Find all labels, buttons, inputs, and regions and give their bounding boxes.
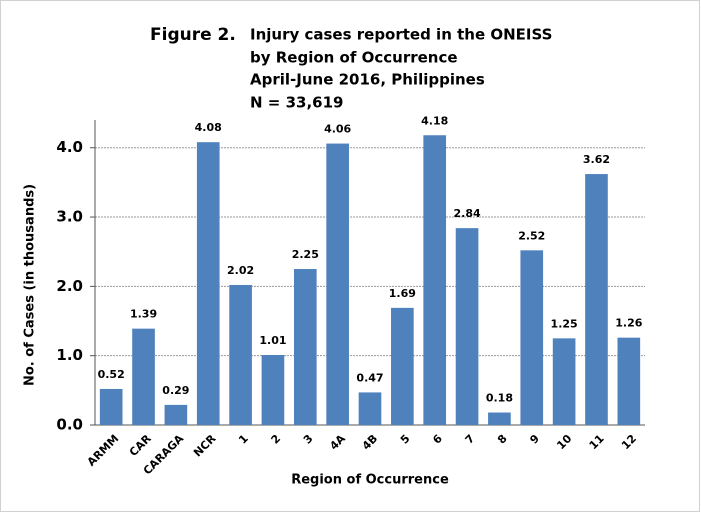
title-line: by Region of Occurrence — [250, 49, 458, 67]
value-label: 2.25 — [292, 248, 319, 261]
bar — [552, 338, 576, 425]
value-label: 1.01 — [259, 334, 286, 347]
y-axis-label: No. of Cases (in thousands) — [23, 184, 38, 386]
value-label: 4.06 — [324, 123, 351, 136]
bar — [488, 412, 511, 425]
figure-label: Figure 2. — [150, 25, 236, 45]
bar — [423, 135, 447, 425]
y-tick-label: 2.0 — [56, 277, 83, 295]
bar — [229, 284, 252, 425]
bar — [455, 228, 479, 425]
bar — [520, 250, 544, 425]
value-label: 0.47 — [356, 371, 383, 384]
title-line: April-June 2016, Philippines — [250, 71, 485, 89]
value-label: 1.25 — [551, 317, 578, 330]
value-label: 4.18 — [421, 114, 448, 127]
bar — [293, 269, 317, 425]
bar — [196, 142, 220, 425]
bar — [132, 328, 155, 425]
value-label: 2.52 — [518, 229, 545, 242]
bar — [326, 143, 349, 425]
value-label: 0.52 — [98, 368, 125, 381]
x-axis-label: Region of Occurrence — [291, 473, 449, 488]
y-tick-label: 1.0 — [56, 346, 83, 364]
bar — [617, 337, 641, 425]
title-line: Injury cases reported in the ONEISS — [250, 26, 552, 44]
y-tick-label: 3.0 — [56, 208, 83, 226]
bar — [164, 404, 188, 425]
title-line: N = 33,619 — [250, 94, 343, 112]
bar — [261, 354, 285, 425]
value-label: 0.18 — [486, 392, 513, 405]
value-label: 1.26 — [615, 317, 642, 330]
bar — [585, 174, 608, 425]
bar — [391, 307, 414, 425]
value-label: 2.84 — [453, 207, 480, 220]
value-label: 2.02 — [227, 264, 254, 277]
value-label: 1.69 — [389, 287, 416, 300]
bar — [99, 388, 123, 425]
y-tick-label: 4.0 — [56, 138, 83, 156]
value-label: 3.62 — [583, 153, 610, 166]
value-label: 4.08 — [195, 121, 222, 134]
y-tick-label: 0.0 — [56, 416, 83, 434]
value-label: 0.29 — [162, 384, 189, 397]
value-label: 1.39 — [130, 308, 157, 321]
bar — [358, 392, 382, 425]
